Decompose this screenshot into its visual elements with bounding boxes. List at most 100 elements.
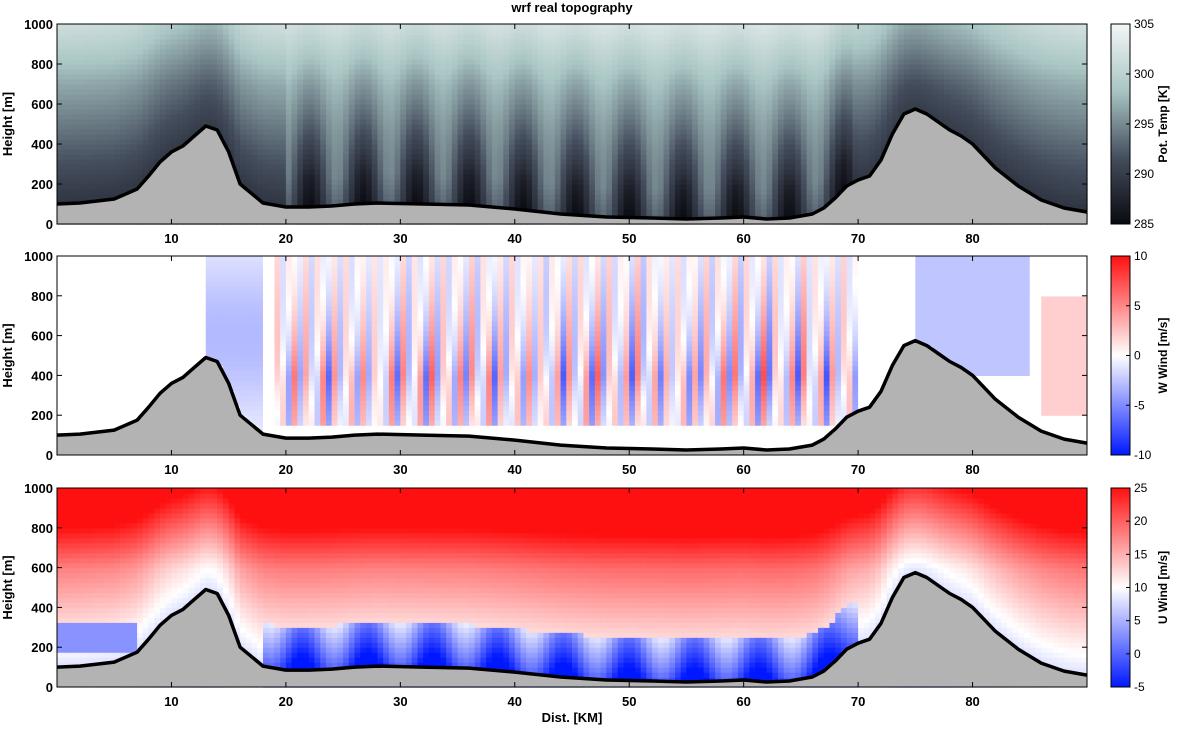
heatmap-cell xyxy=(457,89,464,95)
heatmap-cell xyxy=(732,84,739,90)
heatmap-cell xyxy=(652,204,659,210)
heatmap-cell xyxy=(474,184,482,190)
heatmap-cell xyxy=(697,59,705,65)
heatmap-cell xyxy=(760,74,768,80)
heatmap-cell xyxy=(343,24,350,30)
heatmap-cell xyxy=(331,174,338,180)
heatmap-cell xyxy=(617,24,625,30)
heatmap-cell xyxy=(566,99,573,105)
heatmap-cell xyxy=(228,94,235,100)
heatmap-cell xyxy=(457,124,464,130)
heatmap-cell xyxy=(303,54,310,60)
heatmap-cell xyxy=(440,89,447,95)
heatmap-cell xyxy=(623,134,630,140)
heatmap-cell xyxy=(348,189,356,195)
heatmap-cell xyxy=(526,154,533,160)
heatmap-cell xyxy=(675,194,682,200)
heatmap-cell xyxy=(446,24,453,30)
heatmap-cell xyxy=(102,139,110,145)
heatmap-cell xyxy=(411,84,419,90)
heatmap-cell xyxy=(388,84,396,90)
heatmap-cell xyxy=(583,29,590,35)
heatmap-cell xyxy=(79,129,87,135)
heatmap-cell xyxy=(291,144,298,150)
heatmap-cell xyxy=(709,129,716,135)
heatmap-cell xyxy=(737,204,745,210)
heatmap-cell xyxy=(79,99,87,105)
heatmap-cell xyxy=(280,44,287,50)
heatmap-cell xyxy=(428,149,436,155)
heatmap-cell xyxy=(85,159,92,165)
heatmap-cell xyxy=(411,24,419,30)
heatmap-cell xyxy=(612,89,619,95)
heatmap-cell xyxy=(251,179,258,185)
heatmap-cell xyxy=(263,164,270,170)
heatmap-cell xyxy=(343,64,350,70)
heatmap-cell xyxy=(251,99,258,105)
heatmap-cell xyxy=(560,204,567,210)
heatmap-cell xyxy=(240,64,247,70)
heatmap-cell xyxy=(188,94,195,100)
heatmap-cell xyxy=(629,134,636,140)
heatmap-cell xyxy=(715,84,722,90)
heatmap-cell xyxy=(514,79,522,85)
heatmap-cell xyxy=(451,114,459,120)
heatmap-cell xyxy=(400,194,407,200)
heatmap-cell xyxy=(486,64,493,70)
heatmap-cell xyxy=(57,99,64,105)
heatmap-cell xyxy=(423,34,430,40)
heatmap-cell xyxy=(531,49,539,55)
heatmap-cell xyxy=(560,189,567,195)
heatmap-cell xyxy=(755,124,762,130)
heatmap-cell xyxy=(320,74,327,80)
heatmap-cell xyxy=(274,29,281,35)
heatmap-cell xyxy=(755,109,762,115)
heatmap-cell xyxy=(348,64,356,70)
heatmap-cell xyxy=(366,189,373,195)
heatmap-cell xyxy=(755,199,762,205)
heatmap-cell xyxy=(314,29,321,35)
heatmap-cell xyxy=(509,49,516,55)
heatmap-cell xyxy=(577,79,585,85)
heatmap-cell xyxy=(594,134,602,140)
heatmap-cell xyxy=(726,94,733,100)
heatmap-cell xyxy=(303,64,310,70)
heatmap-cell xyxy=(308,119,316,125)
heatmap-cell xyxy=(686,214,693,220)
heatmap-cell xyxy=(85,69,92,75)
heatmap-cell xyxy=(457,159,464,165)
heatmap-cell xyxy=(732,154,739,160)
heatmap-cell xyxy=(177,59,184,65)
heatmap-cell xyxy=(589,114,596,120)
heatmap-cell xyxy=(102,104,110,110)
heatmap-cell xyxy=(119,174,127,180)
heatmap-cell xyxy=(629,194,636,200)
heatmap-cell xyxy=(274,84,281,90)
heatmap-cell xyxy=(514,94,522,100)
heatmap-cell xyxy=(119,119,127,125)
heatmap-cell xyxy=(417,59,424,65)
heatmap-cell xyxy=(697,114,705,120)
heatmap-cell xyxy=(440,139,447,145)
heatmap-cell xyxy=(400,29,407,35)
heatmap-cell xyxy=(617,194,625,200)
heatmap-cell xyxy=(171,94,178,100)
heatmap-cell xyxy=(62,114,70,120)
heatmap-cell xyxy=(537,54,544,60)
heatmap-cell xyxy=(572,109,579,115)
heatmap-cell xyxy=(566,39,573,45)
heatmap-cell xyxy=(371,139,379,145)
heatmap-cell xyxy=(600,54,607,60)
heatmap-cell xyxy=(766,84,773,90)
heatmap-cell xyxy=(148,139,155,145)
heatmap-cell xyxy=(137,109,144,115)
heatmap-cell xyxy=(600,109,607,115)
heatmap-cell xyxy=(503,89,510,95)
heatmap-cell xyxy=(554,29,562,35)
heatmap-cell xyxy=(623,159,630,165)
heatmap-cell xyxy=(79,194,87,200)
heatmap-cell xyxy=(411,169,419,175)
heatmap-cell xyxy=(572,164,579,170)
heatmap-cell xyxy=(703,94,710,100)
heatmap-cell xyxy=(165,124,173,130)
